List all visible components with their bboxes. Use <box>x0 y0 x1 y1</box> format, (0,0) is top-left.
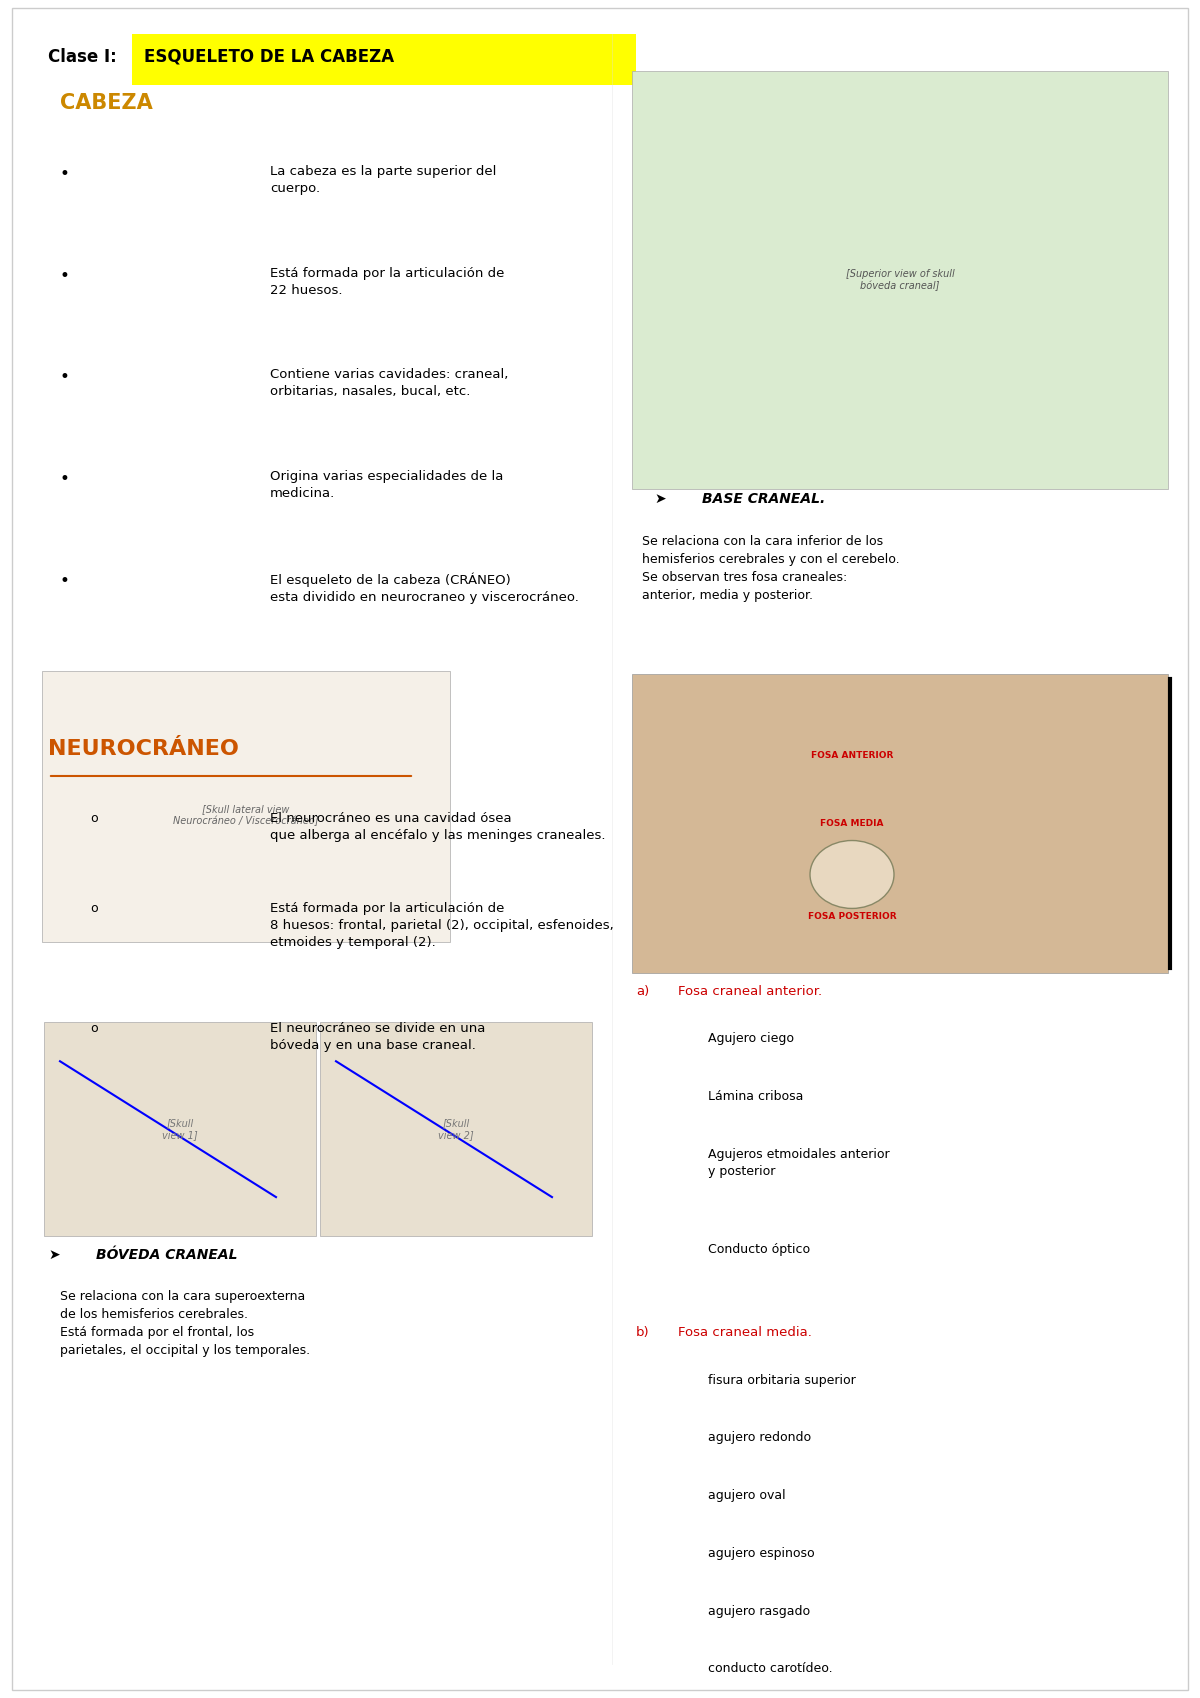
Text: Está formada por la articulación de
8 huesos: frontal, parietal (2), occipital, : Está formada por la articulación de 8 hu… <box>270 902 613 949</box>
Text: agujero oval: agujero oval <box>708 1489 786 1503</box>
Text: fisura orbitaria superior: fisura orbitaria superior <box>708 1374 856 1387</box>
Text: agujero rasgado: agujero rasgado <box>708 1605 810 1618</box>
Text: Fosa craneal anterior.: Fosa craneal anterior. <box>678 985 822 998</box>
Text: •: • <box>60 470 70 489</box>
Text: Origina varias especialidades de la
medicina.: Origina varias especialidades de la medi… <box>270 470 503 501</box>
Text: NEUROCRÁNEO: NEUROCRÁNEO <box>48 739 239 759</box>
Text: ➤: ➤ <box>48 1248 60 1262</box>
Text: Se relaciona con la cara inferior de los
hemisferios cerebrales y con el cerebel: Se relaciona con la cara inferior de los… <box>642 535 900 601</box>
FancyBboxPatch shape <box>632 71 1168 489</box>
Text: El neurocráneo es una cavidad ósea
que alberga al encéfalo y las meninges cranea: El neurocráneo es una cavidad ósea que a… <box>270 812 606 842</box>
Text: •: • <box>60 267 70 285</box>
Text: [Superior view of skull
bóveda craneal]: [Superior view of skull bóveda craneal] <box>846 268 954 292</box>
Text: o: o <box>90 902 97 915</box>
Text: Fosa craneal media.: Fosa craneal media. <box>678 1326 812 1340</box>
Ellipse shape <box>810 841 894 908</box>
Text: FOSA ANTERIOR: FOSA ANTERIOR <box>811 751 893 761</box>
Text: [Skull lateral view
Neurocráneo / Viscerocráneo]: [Skull lateral view Neurocráneo / Viscer… <box>173 803 319 827</box>
Text: •: • <box>60 572 70 591</box>
Text: CABEZA: CABEZA <box>60 93 152 114</box>
FancyBboxPatch shape <box>320 1022 592 1236</box>
FancyBboxPatch shape <box>44 1022 316 1236</box>
Text: ESQUELETO DE LA CABEZA: ESQUELETO DE LA CABEZA <box>144 48 394 66</box>
Text: La cabeza es la parte superior del
cuerpo.: La cabeza es la parte superior del cuerp… <box>270 165 497 195</box>
Text: Está formada por la articulación de
22 huesos.: Está formada por la articulación de 22 h… <box>270 267 504 297</box>
Text: Clase I:: Clase I: <box>48 48 122 66</box>
Text: El neurocráneo se divide en una
bóveda y en una base craneal.: El neurocráneo se divide en una bóveda y… <box>270 1022 485 1053</box>
Text: b): b) <box>636 1326 649 1340</box>
Text: FOSA POSTERIOR: FOSA POSTERIOR <box>808 912 896 922</box>
Text: [Skull
view 1]: [Skull view 1] <box>162 1119 198 1139</box>
Text: Se relaciona con la cara superoexterna
de los hemisferios cerebrales.
Está forma: Se relaciona con la cara superoexterna d… <box>60 1290 310 1357</box>
Text: Conducto óptico: Conducto óptico <box>708 1243 810 1257</box>
Text: agujero espinoso: agujero espinoso <box>708 1547 815 1560</box>
Text: a): a) <box>636 985 649 998</box>
Text: El esqueleto de la cabeza (CRÁNEO)
esta dividido en neurocraneo y viscerocráneo.: El esqueleto de la cabeza (CRÁNEO) esta … <box>270 572 578 604</box>
Text: BÓVEDA CRANEAL: BÓVEDA CRANEAL <box>96 1248 238 1262</box>
Text: FOSA MEDIA: FOSA MEDIA <box>821 818 883 829</box>
FancyBboxPatch shape <box>632 674 1168 973</box>
Text: [Skull
view 2]: [Skull view 2] <box>438 1119 474 1139</box>
Text: o: o <box>90 812 97 825</box>
Text: BASE CRANEAL.: BASE CRANEAL. <box>702 492 826 506</box>
Text: Agujero ciego: Agujero ciego <box>708 1032 794 1046</box>
Text: Contiene varias cavidades: craneal,
orbitarias, nasales, bucal, etc.: Contiene varias cavidades: craneal, orbi… <box>270 368 509 399</box>
Text: Agujeros etmoidales anterior
y posterior: Agujeros etmoidales anterior y posterior <box>708 1148 889 1178</box>
Text: agujero redondo: agujero redondo <box>708 1431 811 1445</box>
Text: Lámina cribosa: Lámina cribosa <box>708 1090 803 1104</box>
FancyBboxPatch shape <box>132 34 636 85</box>
Text: ➤: ➤ <box>654 492 666 506</box>
Text: conducto carotídeo.: conducto carotídeo. <box>708 1662 833 1676</box>
Text: •: • <box>60 165 70 183</box>
FancyBboxPatch shape <box>42 671 450 942</box>
Text: •: • <box>60 368 70 387</box>
Text: o: o <box>90 1022 97 1036</box>
